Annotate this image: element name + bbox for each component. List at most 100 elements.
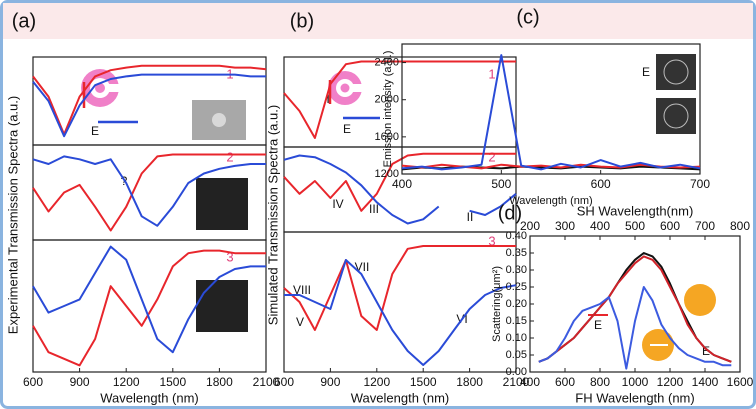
panel-label: (b) bbox=[290, 10, 314, 32]
annotation: V bbox=[296, 315, 304, 329]
x2-tick-label: 700 bbox=[695, 219, 715, 233]
panel-label: (c) bbox=[516, 6, 539, 28]
x-tick-label: 1800 bbox=[456, 375, 483, 389]
x-tick-label: 400 bbox=[392, 177, 412, 191]
y-tick-label: 0.05 bbox=[506, 349, 527, 361]
x2-tick-label: 500 bbox=[625, 219, 645, 233]
x-tick-label: 600 bbox=[23, 375, 43, 389]
ring bbox=[663, 59, 689, 85]
sem-particle bbox=[212, 113, 226, 127]
x2-tick-label: 200 bbox=[520, 219, 540, 233]
x-tick-label: 400 bbox=[520, 375, 540, 389]
series-line bbox=[538, 286, 732, 370]
x-tick-label: 800 bbox=[590, 375, 610, 389]
x-tick-label: 1600 bbox=[727, 375, 754, 389]
y-tick-label: 2400 bbox=[375, 56, 399, 68]
x-axis-label: Wavelength (nm) bbox=[509, 195, 592, 207]
x-tick-label: 1500 bbox=[159, 375, 186, 389]
annotation: I bbox=[326, 92, 329, 106]
x-tick-label: 1500 bbox=[410, 375, 437, 389]
header-band bbox=[3, 3, 753, 39]
x-tick-label: 2100 bbox=[253, 375, 280, 389]
c-gap bbox=[108, 84, 122, 92]
series-line bbox=[401, 54, 701, 171]
y-axis-label: Simulated Transmission Spectra (a.u.) bbox=[265, 105, 280, 325]
x-tick-label: 1200 bbox=[113, 375, 140, 389]
subplot-number: 3 bbox=[226, 249, 233, 264]
series-line bbox=[283, 60, 516, 139]
annotation: E bbox=[343, 122, 351, 136]
series-line bbox=[283, 154, 517, 225]
series-line bbox=[32, 64, 267, 136]
y-tick-label: 0.40 bbox=[506, 230, 527, 242]
y-tick-label: 1600 bbox=[375, 131, 399, 143]
x2-tick-label: 300 bbox=[555, 219, 575, 233]
y-tick-label: 0.00 bbox=[506, 366, 527, 378]
y-tick-label: 0.30 bbox=[506, 264, 527, 276]
panel-label: (a) bbox=[12, 10, 36, 32]
x2-tick-label: 600 bbox=[660, 219, 680, 233]
emission-image bbox=[656, 54, 696, 90]
c-gap bbox=[352, 84, 364, 92]
series-line bbox=[32, 155, 266, 227]
y-axis-label: Emission intensity (a.u.) bbox=[382, 51, 394, 168]
plot-frame bbox=[283, 231, 517, 373]
x-tick-label: 2100 bbox=[503, 375, 530, 389]
x-tick-label: 1400 bbox=[692, 375, 719, 389]
subplot-number: 2 bbox=[226, 149, 233, 164]
x-tick-label: 900 bbox=[320, 375, 340, 389]
panel-label: (d) bbox=[498, 202, 522, 224]
series-line bbox=[283, 152, 516, 212]
subplot-number: 3 bbox=[488, 233, 495, 248]
x2-axis-label: SH Wavelength(nm) bbox=[577, 203, 694, 218]
series-line bbox=[283, 245, 516, 331]
series-line bbox=[284, 259, 517, 366]
y-tick-label: 0.20 bbox=[506, 298, 527, 310]
y-axis-label: Scattering(μm²) bbox=[491, 266, 503, 342]
y-tick-label: 0.15 bbox=[506, 315, 527, 327]
x-tick-label: 1200 bbox=[363, 375, 390, 389]
annotation: II bbox=[467, 210, 474, 224]
x-axis-label: Wavelength (nm) bbox=[351, 390, 450, 405]
emission-image bbox=[656, 98, 696, 134]
y-tick-label: 2000 bbox=[375, 94, 399, 106]
insets bbox=[81, 54, 716, 361]
annotation: E bbox=[91, 124, 99, 138]
x-axis-label: Wavelength (nm) bbox=[100, 390, 199, 405]
x-tick-label: 600 bbox=[555, 375, 575, 389]
plot-frame bbox=[32, 239, 267, 373]
annotation: E bbox=[702, 344, 710, 358]
x2-tick-label: 400 bbox=[590, 219, 610, 233]
disk bbox=[95, 83, 105, 93]
x-axis-label: FH Wavelength (nm) bbox=[575, 390, 694, 405]
subplot-number: 2 bbox=[488, 149, 495, 164]
x2-tick-label: 800 bbox=[730, 219, 750, 233]
x-tick-label: 500 bbox=[491, 177, 511, 191]
sem-image bbox=[196, 280, 248, 332]
series-line bbox=[32, 249, 266, 367]
x-tick-label: 1800 bbox=[206, 375, 233, 389]
y-axis-label: Experimental Transmission Spectra (a.u.) bbox=[5, 96, 20, 334]
particle bbox=[684, 284, 716, 316]
annotation: III bbox=[369, 202, 379, 216]
x-tick-label: 1200 bbox=[657, 375, 684, 389]
y-tick-label: 0.10 bbox=[506, 332, 527, 344]
ring bbox=[663, 103, 689, 129]
y-tick-label: 0.35 bbox=[506, 247, 527, 259]
y-tick-label: 1200 bbox=[375, 168, 399, 180]
annotation: IV bbox=[332, 197, 343, 211]
annotation: VIII bbox=[293, 283, 311, 297]
disk bbox=[340, 83, 350, 93]
x-tick-label: 600 bbox=[591, 177, 611, 191]
x-tick-label: 900 bbox=[70, 375, 90, 389]
subplot-number: 1 bbox=[488, 66, 495, 81]
series-line bbox=[32, 73, 266, 138]
x-tick-label: 1000 bbox=[622, 375, 649, 389]
x-tick-label: 600 bbox=[274, 375, 294, 389]
series-line bbox=[32, 153, 266, 232]
annotation: E bbox=[594, 318, 602, 332]
sem-image bbox=[196, 178, 248, 230]
series-line bbox=[538, 255, 732, 363]
plot-frame bbox=[401, 43, 701, 175]
